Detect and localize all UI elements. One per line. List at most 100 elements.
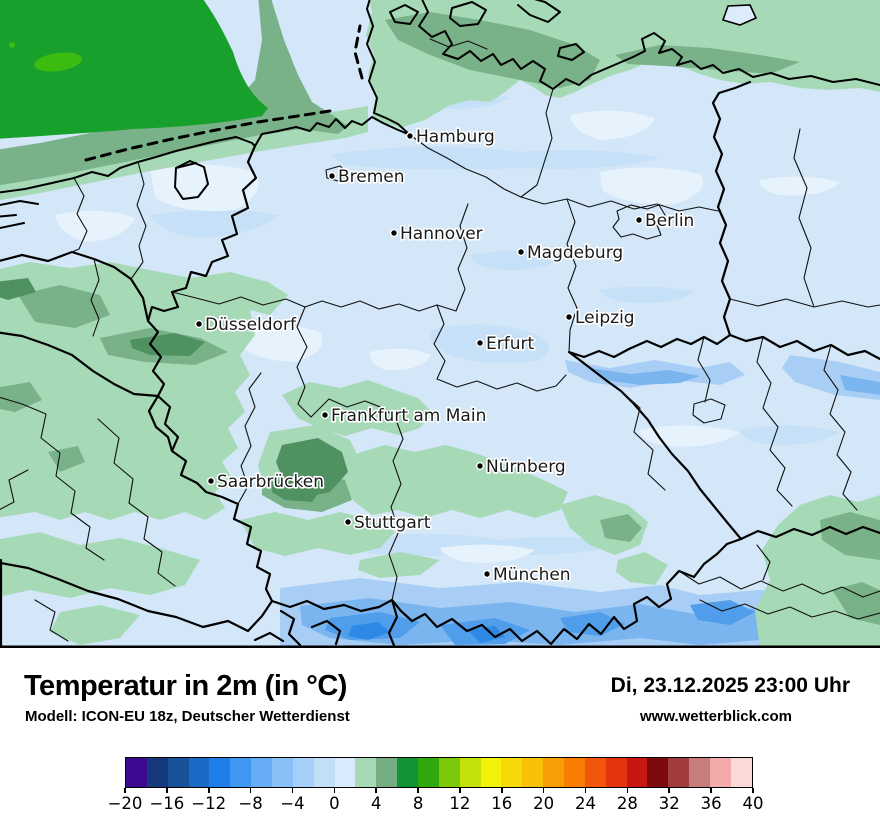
legend-tick-label: 16 bbox=[491, 794, 513, 813]
city-dot bbox=[194, 319, 204, 329]
legend-segment bbox=[689, 758, 711, 787]
legend-tick bbox=[584, 788, 587, 793]
legend-tick bbox=[501, 788, 503, 793]
legend-tick bbox=[417, 788, 419, 793]
legend-segment bbox=[730, 758, 752, 787]
legend-tick bbox=[710, 788, 712, 793]
legend-tick-label: −16 bbox=[149, 794, 185, 813]
north-sea-green bbox=[0, 0, 268, 139]
dark-sage-patches bbox=[0, 278, 348, 502]
city-label: Saarbrücken bbox=[217, 472, 324, 492]
legend-segment bbox=[397, 758, 419, 787]
legend-segment bbox=[146, 758, 168, 787]
legend-segment bbox=[188, 758, 210, 787]
legend-segment bbox=[334, 758, 356, 787]
page-title: Temperatur in 2m (in °C) bbox=[24, 670, 347, 702]
legend-tick-label: 36 bbox=[700, 794, 722, 813]
city-dot bbox=[320, 410, 330, 420]
legend-segment bbox=[480, 758, 502, 787]
city-label: Erfurt bbox=[486, 334, 534, 354]
legend-segment bbox=[501, 758, 523, 787]
website-url: www.wetterblick.com bbox=[640, 708, 792, 725]
legend-tick-label: −12 bbox=[191, 794, 227, 813]
legend-tick bbox=[207, 788, 210, 793]
city-dot bbox=[389, 228, 399, 238]
island-bornholm bbox=[721, 4, 758, 26]
legend-tick-label: 4 bbox=[370, 794, 382, 813]
city-dot bbox=[475, 338, 485, 348]
city-label: Düsseldorf bbox=[205, 315, 297, 335]
legend-tick bbox=[291, 788, 294, 793]
legend-tick bbox=[375, 788, 377, 793]
legend-segment bbox=[668, 758, 690, 787]
legend-segment bbox=[710, 758, 731, 787]
legend-segment bbox=[272, 758, 293, 787]
legend-tick-label: −20 bbox=[107, 794, 143, 813]
legend-segment bbox=[564, 758, 585, 787]
legend-tick bbox=[166, 788, 168, 793]
legend-segment bbox=[126, 758, 147, 787]
city-label: Hannover bbox=[400, 224, 483, 244]
legend-tick bbox=[333, 788, 336, 793]
map-area: Hamburg Bremen Hannover Berlin Magdeburg Düss… bbox=[0, 0, 880, 650]
legend-segment bbox=[355, 758, 377, 787]
city-label: Leipzig bbox=[575, 308, 635, 328]
sage-patches bbox=[0, 0, 880, 625]
coastlines bbox=[0, 0, 880, 229]
city-dot bbox=[327, 171, 337, 181]
legend-segment bbox=[209, 758, 231, 787]
warm-speck bbox=[9, 42, 15, 48]
north-sea-warm-spot bbox=[34, 52, 82, 72]
legend-segment bbox=[522, 758, 544, 787]
legend-segment bbox=[459, 758, 481, 787]
legend-tick-label: 40 bbox=[742, 794, 764, 813]
state-borders bbox=[0, 38, 880, 642]
legend-segment bbox=[313, 758, 335, 787]
city-label: München bbox=[493, 565, 571, 585]
temperature-legend: −20 −16 −12 −8 −4 0 4 8 12 16 20 24 28 32 36 40 bbox=[108, 757, 764, 813]
temperature-map: Hamburg Bremen Hannover Berlin Magdeburg Düss… bbox=[0, 0, 880, 650]
forecast-datetime: Di, 23.12.2025 23:00 Uhr bbox=[610, 674, 850, 697]
legend-tick-label: −8 bbox=[238, 794, 263, 813]
legend-tick-label: 0 bbox=[329, 794, 340, 813]
legend-segment bbox=[605, 758, 627, 787]
city-label: Frankfurt am Main bbox=[331, 406, 486, 426]
legend-segment bbox=[543, 758, 565, 787]
city-dot bbox=[206, 476, 216, 486]
legend-segment bbox=[418, 758, 439, 787]
legend-tick bbox=[752, 788, 754, 793]
legend-tick bbox=[124, 788, 126, 793]
legend-segment bbox=[292, 758, 314, 787]
city-dot bbox=[634, 215, 644, 225]
legend-tick-label: 8 bbox=[412, 794, 424, 813]
city-label: Magdeburg bbox=[527, 243, 623, 263]
legend-colorbar bbox=[125, 757, 753, 788]
frisian-islands-dashes bbox=[84, 24, 364, 162]
legend-segment bbox=[376, 758, 398, 787]
city-label: Nürnberg bbox=[486, 457, 566, 477]
city-dot bbox=[482, 569, 492, 579]
city-dot bbox=[475, 461, 485, 471]
city-dot bbox=[343, 517, 353, 527]
legend-tick bbox=[668, 788, 671, 793]
legend-tick-label: 12 bbox=[449, 794, 471, 813]
legend-segment bbox=[438, 758, 460, 787]
city-label: Hamburg bbox=[416, 127, 495, 147]
legend-tick-label: 24 bbox=[575, 794, 597, 813]
legend-segment bbox=[167, 758, 189, 787]
city-dot bbox=[516, 247, 526, 257]
cold-blue-bands bbox=[280, 355, 880, 648]
legend-tick bbox=[542, 788, 545, 793]
legend-tick bbox=[249, 788, 252, 793]
legend-tick bbox=[459, 788, 461, 793]
legend-segment bbox=[251, 758, 273, 787]
city-label: Bremen bbox=[338, 167, 405, 187]
legend-tick-label: 28 bbox=[616, 794, 638, 813]
city-label: Stuttgart bbox=[354, 513, 431, 533]
legend-segment bbox=[626, 758, 648, 787]
legend-tick-label: 32 bbox=[658, 794, 680, 813]
legend-tick bbox=[626, 788, 629, 793]
legend-segment bbox=[584, 758, 606, 787]
map-frame-bottom bbox=[0, 645, 880, 648]
